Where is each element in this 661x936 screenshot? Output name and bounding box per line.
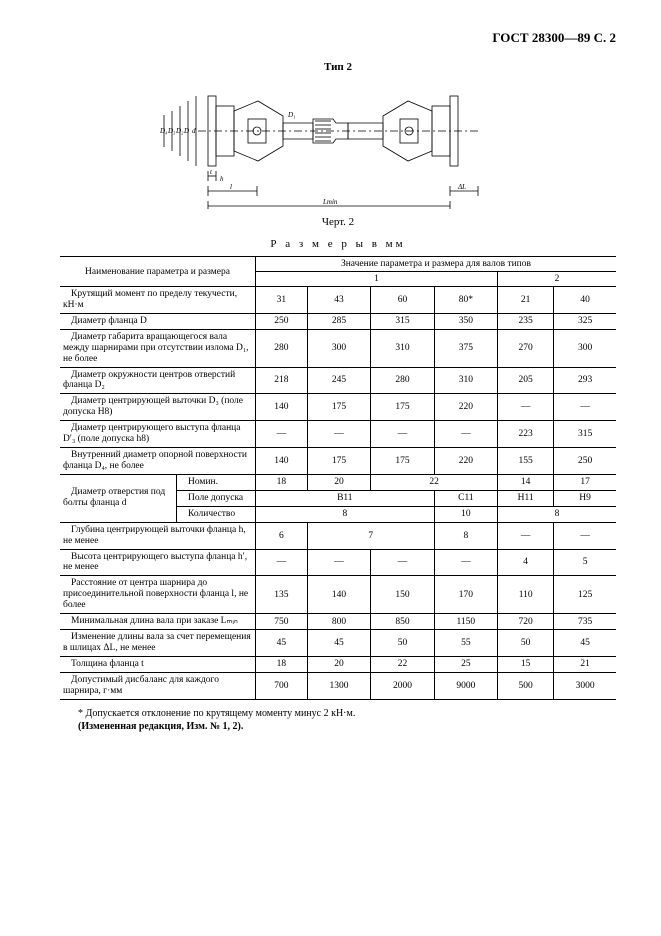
table-row: Расстояние от центра шарнира до присоеди…: [60, 576, 616, 614]
table-row: Диаметр центрирующего выступа фланца D′₃…: [60, 421, 616, 448]
table-row: Диаметр габарита вращающегося вала между…: [60, 329, 616, 367]
dim-d: D: [183, 127, 189, 135]
dim-lmin: Lmin: [322, 198, 338, 206]
col-header-name: Наименование параметра и размера: [60, 257, 256, 287]
type-label: Тип 2: [60, 61, 616, 73]
table-row: Внутренний диаметр опорной поверхности ф…: [60, 448, 616, 475]
footnote: * Допускается отклонение по крутящему мо…: [60, 708, 616, 719]
table-row: Высота центрирующего выступа фланца h′, …: [60, 549, 616, 576]
table-row: Диаметр отверстия под болты фланца d Ном…: [60, 474, 616, 490]
col-header-values: Значение параметра и размера для валов т…: [256, 257, 617, 272]
type1-header: 1: [256, 272, 498, 287]
dim-h: h: [220, 175, 224, 183]
table-row: Диаметр окружности центров отверстий фла…: [60, 367, 616, 394]
dim-d1: D₁: [287, 111, 296, 119]
dim-d2: D₂: [175, 127, 184, 135]
dim-dl: ΔL: [457, 183, 466, 191]
page-header: ГОСТ 28300—89 С. 2: [60, 30, 616, 46]
dim-l: l: [230, 183, 232, 191]
dim-d-small: d: [192, 127, 196, 135]
table-row: Допустимый дисбаланс для каждого шарнира…: [60, 672, 616, 699]
table-row: Минимальная длина вала при заказе Lₘᵢₙ75…: [60, 614, 616, 630]
parameters-table: Наименование параметра и размера Значени…: [60, 256, 616, 700]
table-row: Глубина центрирующей выточки фланца h, н…: [60, 522, 616, 549]
technical-drawing: D₄ D₃ D₂ D d D₁ t h l Lmin ΔL: [148, 81, 528, 211]
table-title: Р а з м е р ы в мм: [60, 238, 616, 250]
dim-d4: D₄: [159, 127, 168, 135]
drawing-caption: Черт. 2: [60, 216, 616, 228]
table-row: Толщина фланца t182022251521: [60, 656, 616, 672]
table-row: Диаметр центрирующей выточки D₃ (поле до…: [60, 394, 616, 421]
table-row: Диаметр фланца D250285315350235325: [60, 313, 616, 329]
dim-t: t: [210, 168, 213, 176]
table-row: Крутящий момент по пределу текучести, кН…: [60, 287, 616, 314]
footnote-edition: (Измененная редакция, Изм. № 1, 2).: [60, 721, 616, 732]
dim-d3: D₃: [167, 127, 176, 135]
table-row: Изменение длины вала за счет перемещения…: [60, 630, 616, 657]
type2-header: 2: [498, 272, 616, 287]
